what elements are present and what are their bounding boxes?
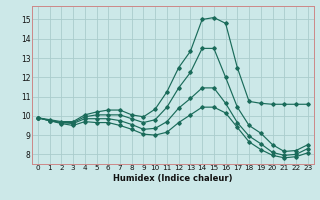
- X-axis label: Humidex (Indice chaleur): Humidex (Indice chaleur): [113, 174, 233, 183]
